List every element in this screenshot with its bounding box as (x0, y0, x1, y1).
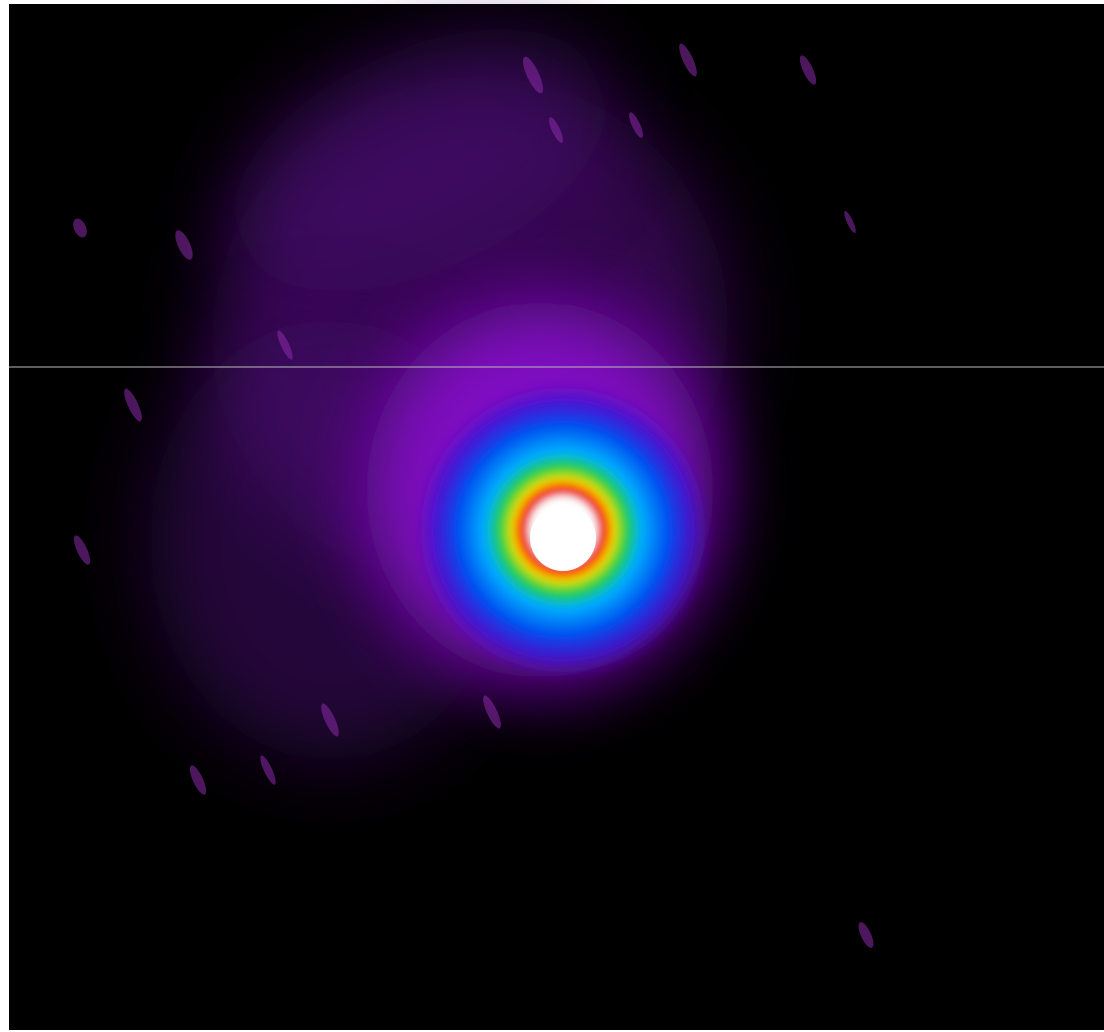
comet-nucleus (530, 505, 596, 571)
image (0, 0, 1104, 1032)
page (0, 0, 1104, 1032)
